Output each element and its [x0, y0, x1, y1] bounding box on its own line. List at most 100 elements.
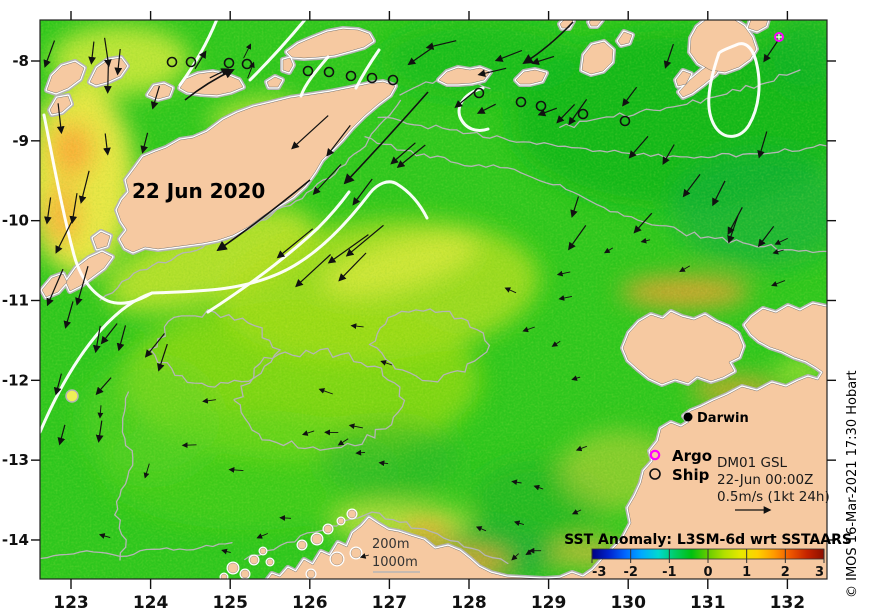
land-polygon — [266, 76, 283, 88]
current-vector — [757, 131, 768, 159]
isobath-1000m-label: 1000m — [372, 555, 418, 570]
current-vector — [476, 103, 496, 114]
current-vector — [157, 343, 168, 372]
map-legend: Argo Ship DM01 GSL 22-Jun 00:00Z 0.5m/s … — [649, 447, 830, 514]
axis-labels: 123 124 125 126 127 128 129 130 131 132-8-9-10-11… — [2, 52, 805, 613]
lat-tick-label: -9 — [12, 132, 29, 150]
current-vector — [640, 237, 651, 244]
islet — [306, 569, 316, 579]
current-vector — [477, 67, 507, 78]
current-vector — [571, 375, 581, 381]
argo-float-marker — [774, 32, 784, 42]
lon-tick-label: 132 — [770, 593, 806, 613]
current-vector — [355, 449, 366, 456]
land-polygon — [92, 231, 111, 250]
bathymetry-contour — [148, 308, 282, 388]
current-vector — [318, 388, 333, 395]
land-polygon — [116, 81, 396, 253]
current-vector — [407, 48, 432, 66]
lon-tick-label: 126 — [292, 593, 328, 613]
current-vector — [312, 163, 342, 195]
ship-observation-markers — [166, 56, 631, 127]
current-vector — [301, 430, 315, 436]
gsl-contour-loop — [457, 86, 490, 132]
current-vector — [425, 40, 457, 50]
current-vector — [276, 228, 314, 259]
islet — [297, 540, 307, 550]
legend-scale-label: 0.5m/s (1kt 24h) — [717, 489, 830, 505]
current-vector — [396, 144, 426, 169]
gsl-contour-line — [42, 113, 154, 305]
gsl-contour-line — [299, 55, 330, 98]
islet — [323, 524, 333, 534]
current-vector — [144, 333, 165, 358]
legend-product-label: DM01 GSL — [717, 455, 788, 471]
land-polygon — [46, 61, 85, 94]
current-vectors-strong — [184, 21, 574, 252]
islet — [240, 569, 250, 579]
colorbar-tick-label: -2 — [623, 565, 637, 580]
current-vector — [75, 266, 89, 306]
land-polygon — [267, 303, 827, 579]
ship-observation — [535, 100, 547, 112]
current-vector — [511, 479, 522, 486]
islet — [259, 547, 267, 555]
lon-tick-label: 123 — [53, 593, 89, 613]
current-vector — [345, 224, 384, 257]
current-vector — [633, 212, 653, 234]
gsl-contour-line — [248, 20, 307, 82]
map-ocean-field — [40, 20, 827, 579]
current-vector — [494, 49, 523, 62]
ship-observation — [387, 74, 399, 86]
current-vector — [97, 405, 104, 419]
map-date-label: 22 Jun 2020 — [132, 179, 265, 203]
bathymetry-contour — [364, 136, 827, 254]
colorbar-tick-label: -1 — [662, 565, 676, 580]
current-vector — [380, 360, 393, 366]
current-vector — [352, 178, 373, 206]
current-vector — [55, 221, 73, 254]
ship-observation — [473, 87, 485, 99]
gsl-contour-line — [206, 190, 351, 314]
current-vector — [603, 247, 614, 254]
land-polygon — [282, 57, 294, 73]
current-vector — [104, 37, 112, 68]
lon-tick-label: 125 — [212, 593, 248, 613]
argo-legend-icon — [649, 449, 661, 461]
ship-legend-icon — [649, 468, 661, 480]
ship-observation — [345, 70, 357, 82]
ship-observation — [185, 56, 197, 68]
darwin-city-label: Darwin — [697, 411, 749, 426]
colorbar-ticks — [591, 549, 825, 563]
current-vector — [114, 48, 123, 76]
lon-tick-label: 124 — [133, 593, 169, 613]
current-vector — [662, 144, 675, 165]
current-vector — [44, 197, 52, 225]
land-polygon — [65, 251, 113, 292]
current-vector — [772, 248, 784, 255]
islet — [311, 533, 323, 545]
lat-tick-label: -11 — [2, 291, 29, 309]
current-vector — [92, 325, 101, 354]
current-vector — [454, 89, 477, 109]
lon-tick-label: 131 — [690, 593, 726, 613]
islet — [330, 552, 344, 566]
current-vector — [522, 326, 535, 333]
current-vector — [537, 107, 558, 117]
ship-observation — [223, 57, 235, 69]
current-vector — [727, 207, 743, 235]
current-vector — [140, 132, 149, 154]
land-polygon — [581, 41, 614, 75]
current-vector — [184, 68, 235, 101]
current-vector — [682, 174, 701, 198]
lon-tick-label: 129 — [531, 593, 567, 613]
colorbar-tick-label: 0 — [703, 565, 712, 580]
current-vector — [757, 225, 775, 248]
isobath-legend: 200m 1000m — [372, 537, 420, 573]
current-vector — [53, 373, 62, 396]
current-vector — [774, 237, 788, 245]
current-vector — [243, 43, 252, 59]
current-vector — [43, 40, 56, 68]
current-vector — [95, 377, 112, 396]
bathymetry-contour — [99, 99, 402, 301]
